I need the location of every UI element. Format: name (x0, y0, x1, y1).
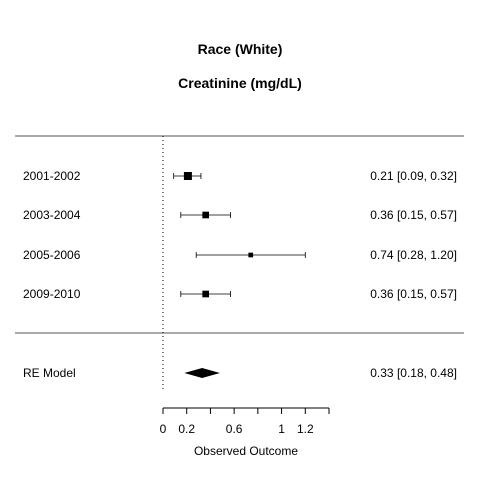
point-estimate (202, 290, 210, 298)
point-estimate (183, 172, 192, 180)
point-estimate (202, 211, 210, 219)
x-axis: 0 0.2 0.6 1 1.2 Observed Outcome (160, 407, 330, 458)
x-tick-label: 0.6 (226, 422, 243, 436)
study-rows: 2001-2002 0.21 [0.09, 0.32] 2003-2004 0.36 … (23, 169, 457, 301)
study-label: 2001-2002 (23, 169, 81, 183)
study-label: 2003-2004 (23, 208, 81, 222)
x-tick-label: 0 (160, 422, 167, 436)
study-row: 2009-2010 0.36 [0.15, 0.57] (23, 287, 457, 301)
x-tick-label: 1.2 (297, 422, 314, 436)
x-tick-label: 0.2 (178, 422, 195, 436)
chart-title: Race (White) (198, 41, 283, 57)
summary-label: RE Model (23, 366, 76, 380)
study-row: 2003-2004 0.36 [0.15, 0.57] (23, 208, 457, 222)
point-estimate (248, 252, 254, 258)
estimate-text: 0.36 [0.15, 0.57] (370, 208, 457, 222)
estimate-text: 0.74 [0.28, 1.20] (370, 248, 457, 262)
study-label: 2009-2010 (23, 287, 81, 301)
study-row: 2001-2002 0.21 [0.09, 0.32] (23, 169, 457, 183)
summary-row: RE Model 0.33 [0.18, 0.48] (23, 366, 457, 380)
x-tick-label: 1 (278, 422, 285, 436)
estimate-text: 0.21 [0.09, 0.32] (370, 169, 457, 183)
study-row: 2005-2006 0.74 [0.28, 1.20] (23, 248, 457, 262)
summary-estimate-text: 0.33 [0.18, 0.48] (370, 366, 457, 380)
chart-subtitle: Creatinine (mg/dL) (178, 75, 302, 91)
study-label: 2005-2006 (23, 248, 81, 262)
estimate-text: 0.36 [0.15, 0.57] (370, 287, 457, 301)
summary-diamond (184, 368, 220, 378)
x-axis-label: Observed Outcome (194, 444, 298, 458)
